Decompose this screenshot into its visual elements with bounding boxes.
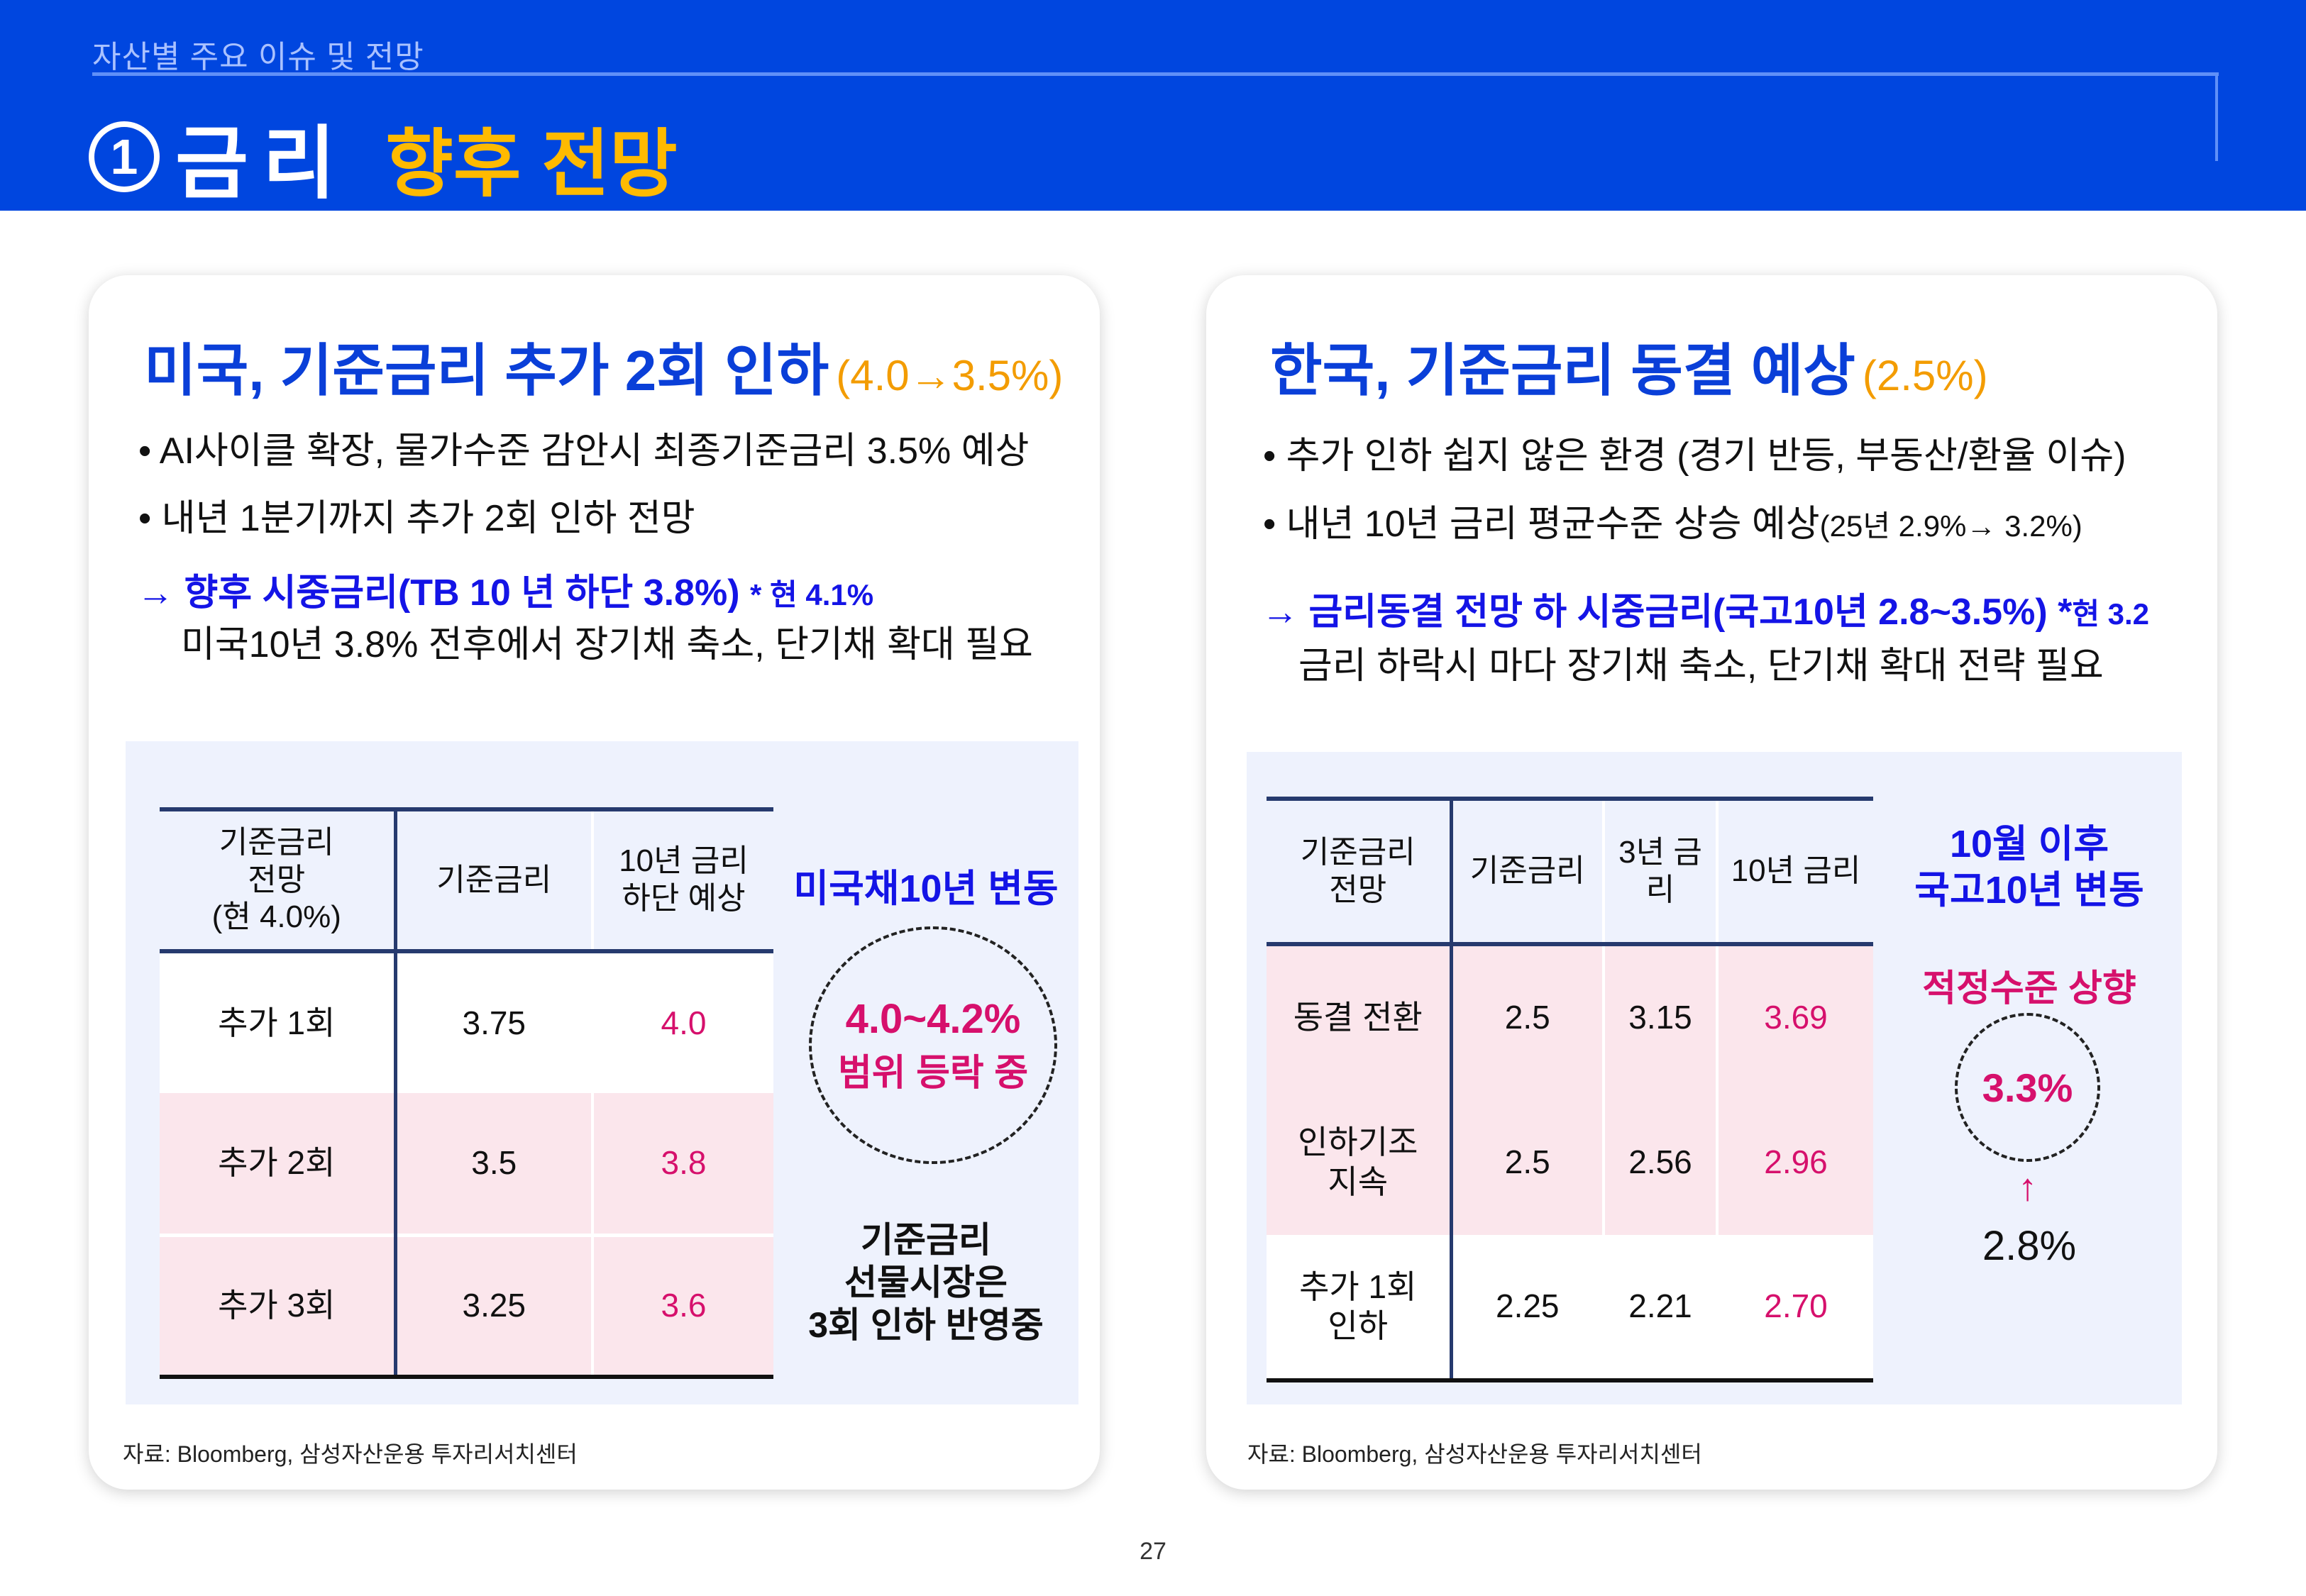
row-label: 추가 1회 xyxy=(160,951,397,1093)
row-label: 추가 3회 xyxy=(160,1233,397,1379)
cell-base-rate: 2.5 xyxy=(1450,1090,1604,1235)
kr-value-circle: 3.3% xyxy=(1955,1013,2100,1162)
page-number: 27 xyxy=(1140,1538,1166,1565)
cell-3y: 3.15 xyxy=(1602,944,1717,1090)
us-arrow-note: * 현 4.1% xyxy=(750,578,874,611)
cell-base-rate: 3.75 xyxy=(394,951,592,1093)
table-row: 추가 1회 3.75 4.0 xyxy=(160,951,773,1093)
kr-card: 한국, 기준금리 동결 예상 (2.5%) • 추가 인하 쉽지 않은 환경 (경… xyxy=(1206,275,2217,1490)
table-header-row: 기준금리 전망 기준금리 3년 금리 10년 금리 xyxy=(1267,797,1873,946)
table-row: 추가 2회 3.5 3.8 xyxy=(160,1093,773,1235)
us-range-value: 4.0~4.2% xyxy=(845,995,1021,1042)
kr-heading: 한국, 기준금리 동결 예상 (2.5%) xyxy=(1270,325,1988,407)
us-bullet: • AI사이클 확장, 물가수준 감안시 최종기준금리 3.5% 예상 xyxy=(138,431,1030,472)
cell-10y: 3.6 xyxy=(591,1233,773,1379)
kr-rate-table: 기준금리 전망 기준금리 3년 금리 10년 금리 동결 전환 2.5 3.15… xyxy=(1267,797,1873,1382)
kr-bullet-note: (25년 2.9%→ 3.2%) xyxy=(1819,509,2082,543)
table-row: 동결 전환 2.5 3.15 3.69 xyxy=(1267,944,1873,1090)
table-row: 추가 3회 3.25 3.6 xyxy=(160,1233,773,1379)
table-row: 추가 1회 인하 2.25 2.21 2.70 xyxy=(1267,1235,1873,1382)
cell-3y: 2.21 xyxy=(1602,1235,1717,1382)
kr-heading-text: 한국, 기준금리 동결 예상 xyxy=(1270,339,1855,402)
section-number-icon: 1 xyxy=(89,121,160,192)
title-main: 금리 xyxy=(175,119,351,208)
title-sub: 향후 전망 xyxy=(385,123,678,206)
col-header: 기준금리 전망 xyxy=(1267,797,1453,946)
table-header-row: 기준금리 전망 (현 4.0%) 기준금리 10년 금리 하단 예상 xyxy=(160,807,773,953)
col-header: 3년 금리 xyxy=(1602,797,1717,946)
cell-10y: 3.8 xyxy=(591,1093,773,1235)
us-side-note: 기준금리 선물시장은 3회 인하 반영중 xyxy=(808,1220,1044,1345)
header-banner xyxy=(0,0,2306,211)
col-header: 10년 금리 하단 예상 xyxy=(591,807,773,953)
us-arrow-sub: 미국10년 3.8% 전후에서 장기채 축소, 단기채 확대 필요 xyxy=(181,624,1033,665)
cell-10y: 2.70 xyxy=(1716,1235,1873,1382)
kr-from-value: 2.8% xyxy=(1982,1223,2077,1269)
col-header: 기준금리 xyxy=(394,807,592,953)
col-header: 10년 금리 xyxy=(1716,797,1873,946)
us-rate-table: 기준금리 전망 (현 4.0%) 기준금리 10년 금리 하단 예상 추가 1회… xyxy=(160,807,773,1379)
cell-base-rate: 3.25 xyxy=(394,1233,592,1379)
us-arrow-text: → 향후 시중금리(TB 10 년 하단 3.8%) xyxy=(137,572,740,614)
us-source: 자료: Bloomberg, 삼성자산운용 투자리서치센터 xyxy=(123,1441,578,1467)
us-arrow-line: → 향후 시중금리(TB 10 년 하단 3.8%) * 현 4.1% xyxy=(137,563,873,616)
us-side-title: 미국채10년 변동 xyxy=(793,868,1059,910)
us-heading-note: (4.0→3.5%) xyxy=(836,352,1064,399)
kr-circle-value: 3.3% xyxy=(1982,1065,2073,1110)
kr-bullet: • 추가 인하 쉽지 않은 환경 (경기 반등, 부동산/환율 이슈) xyxy=(1263,436,2126,477)
table-row: 인하기조 지속 2.5 2.56 2.96 xyxy=(1267,1090,1873,1235)
kr-source: 자료: Bloomberg, 삼성자산운용 투자리서치센터 xyxy=(1247,1441,1702,1467)
col-header: 기준금리 전망 (현 4.0%) xyxy=(160,807,397,953)
us-heading-text: 미국, 기준금리 추가 2회 인하 xyxy=(144,339,829,402)
cell-base-rate: 2.5 xyxy=(1450,944,1604,1090)
arrow-up-icon: ↑ xyxy=(2018,1166,2037,1209)
kr-arrow-text: → 금리동결 전망 하 시중금리(국고10년 2.8~3.5%) * xyxy=(1262,592,2073,633)
col-header: 기준금리 xyxy=(1450,797,1604,946)
cell-base-rate: 2.25 xyxy=(1450,1235,1604,1382)
row-label: 동결 전환 xyxy=(1267,944,1453,1090)
kr-arrow-line: → 금리동결 전망 하 시중금리(국고10년 2.8~3.5%) *현 3.2 xyxy=(1262,582,2149,635)
cell-10y: 3.69 xyxy=(1716,944,1873,1090)
header-divider xyxy=(92,72,2219,76)
kr-bullet-text: • 내년 10년 금리 평균수준 상승 예상 xyxy=(1263,504,1820,545)
us-heading: 미국, 기준금리 추가 2회 인하 (4.0→3.5%) xyxy=(144,325,1063,407)
row-label: 추가 2회 xyxy=(160,1093,397,1235)
us-card: 미국, 기준금리 추가 2회 인하 (4.0→3.5%) • AI사이클 확장, … xyxy=(89,275,1100,1490)
kr-side-title: 10월 이후 국고10년 변동 xyxy=(1914,823,2144,911)
us-range-label: 범위 등락 중 xyxy=(837,1052,1029,1094)
kr-arrow-sub: 금리 하락시 마다 장기채 축소, 단기채 확대 전략 필요 xyxy=(1298,645,2104,687)
cell-10y: 4.0 xyxy=(591,951,773,1093)
page-title: 1 금리 향후 전망 xyxy=(89,99,678,214)
kr-arrow-note: 현 3.2 xyxy=(2072,597,2150,631)
row-label: 추가 1회 인하 xyxy=(1267,1235,1453,1382)
cell-base-rate: 3.5 xyxy=(394,1093,592,1235)
header-divider-end xyxy=(2215,72,2218,161)
kr-heading-note: (2.5%) xyxy=(1862,352,1988,399)
kr-bullet: • 내년 10년 금리 평균수준 상승 예상(25년 2.9%→ 3.2%) xyxy=(1263,494,2082,547)
breadcrumb: 자산별 주요 이슈 및 전망 xyxy=(92,40,424,74)
us-bullet: • 내년 1분기까지 추가 2회 인하 전망 xyxy=(138,498,695,539)
us-range-circle: 4.0~4.2% 범위 등락 중 xyxy=(809,926,1057,1164)
kr-side-sub: 적정수준 상향 xyxy=(1922,968,2136,1009)
cell-3y: 2.56 xyxy=(1602,1090,1717,1235)
cell-10y: 2.96 xyxy=(1716,1090,1873,1235)
row-label: 인하기조 지속 xyxy=(1267,1090,1453,1235)
